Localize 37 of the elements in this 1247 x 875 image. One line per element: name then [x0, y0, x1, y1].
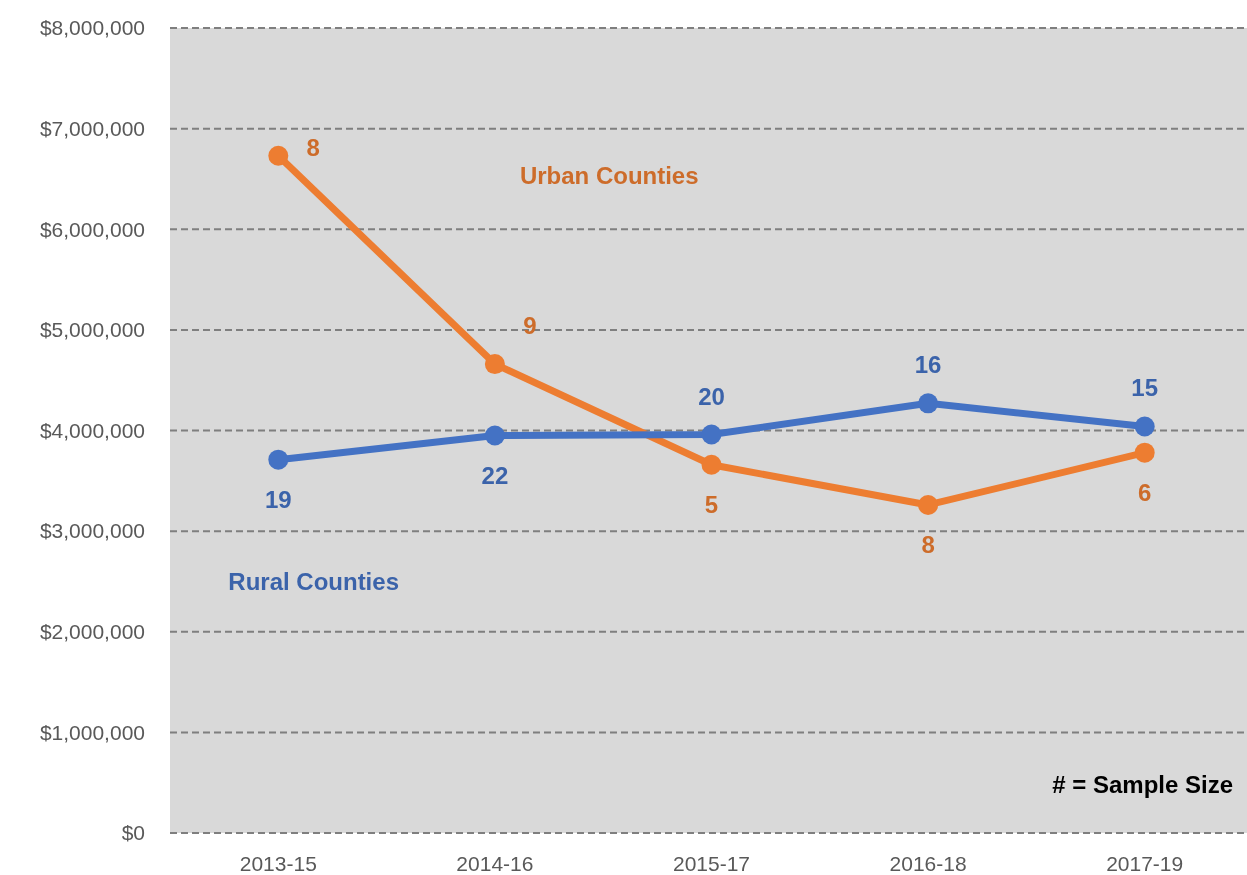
- annotation: 8: [921, 530, 935, 558]
- point: [1134, 442, 1155, 463]
- point: [701, 454, 722, 475]
- annotation: 16: [914, 351, 942, 379]
- point: [918, 393, 939, 414]
- x-tick-label: 2014-16: [456, 852, 534, 875]
- point: [484, 354, 505, 375]
- x-tick-label: 2013-15: [239, 852, 317, 875]
- annotation: 5: [704, 490, 719, 518]
- point: [918, 494, 939, 515]
- point: [484, 425, 505, 446]
- y-tick-label: $4,000,000: [39, 418, 145, 442]
- text: Urban Counties: [519, 161, 699, 189]
- y-tick-label: $0: [121, 821, 145, 845]
- point: [1134, 416, 1155, 437]
- y-tick-label: $6,000,000: [39, 217, 145, 241]
- y-tick-label: $1,000,000: [39, 720, 145, 744]
- point: [701, 424, 722, 445]
- annotation: 6: [1138, 478, 1152, 506]
- x-tick-label: 2016-18: [889, 852, 967, 875]
- point: [268, 145, 289, 166]
- y-tick-label: $8,000,000: [39, 16, 145, 40]
- y-tick-label: $7,000,000: [39, 116, 145, 140]
- annotation: 15: [1131, 374, 1159, 402]
- point: [268, 449, 289, 470]
- y-tick-label: $3,000,000: [39, 519, 145, 543]
- annotation: 19: [264, 485, 292, 513]
- text: Rural Counties: [228, 567, 399, 595]
- annotation: # = Sample Size: [1052, 771, 1233, 798]
- y-tick-label: $2,000,000: [39, 620, 145, 644]
- annotation: 22: [481, 461, 509, 489]
- x-tick-label: 2017-19: [1106, 852, 1184, 875]
- annotation: 20: [698, 382, 725, 410]
- y-tick-label: $5,000,000: [39, 318, 145, 342]
- annotation: 8: [306, 133, 320, 161]
- annotation: 9: [523, 312, 537, 340]
- x-tick-label: 2015-17: [672, 852, 751, 875]
